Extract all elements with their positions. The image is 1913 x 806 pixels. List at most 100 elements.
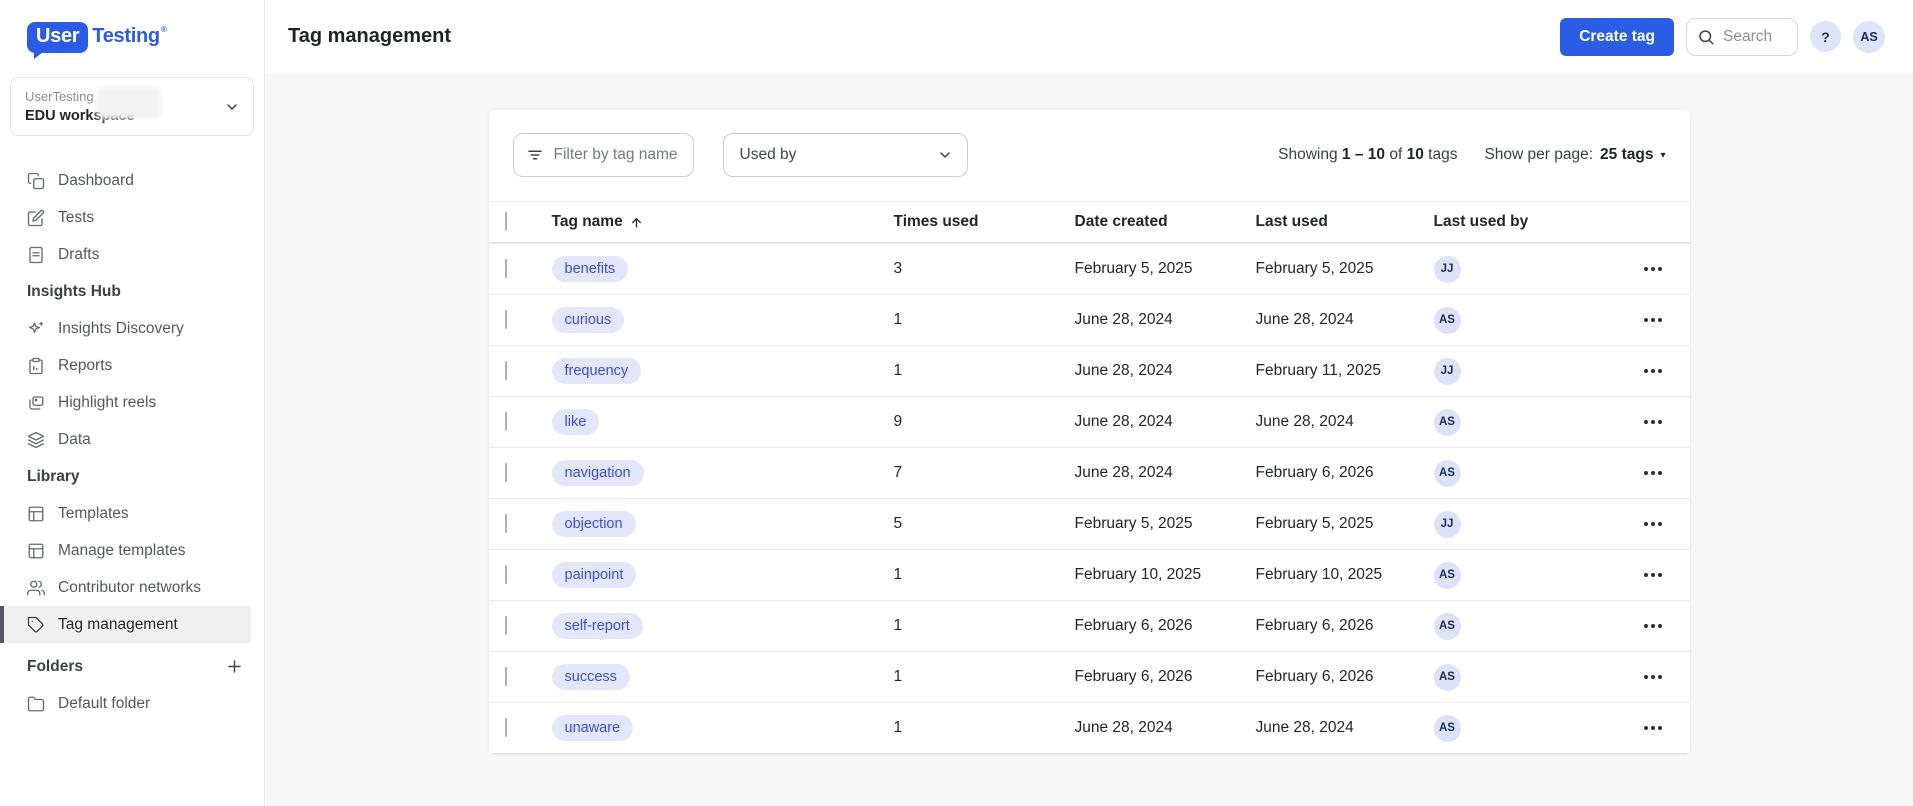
workspace-selector[interactable]: UserTesting EDU workspace: [10, 77, 254, 136]
table-row: painpoint 1 February 10, 2025 February 1…: [488, 549, 1690, 600]
row-checkbox[interactable]: [504, 259, 507, 278]
sort-ascending-icon: [630, 216, 643, 229]
tag-icon: [27, 616, 45, 634]
row-actions-menu[interactable]: [1616, 259, 1690, 279]
column-header-last-used[interactable]: Last used: [1255, 213, 1328, 230]
sidebar-item-tag-management[interactable]: Tag management: [0, 606, 251, 643]
row-checkbox[interactable]: [504, 463, 507, 482]
sidebar-item-label: Drafts: [58, 245, 100, 263]
table-row: curious 1 June 28, 2024 June 28, 2024 AS: [488, 294, 1690, 345]
tag-pill[interactable]: objection: [551, 511, 636, 537]
sidebar-item-default-folder[interactable]: Default folder: [0, 685, 264, 722]
date-created-cell: June 28, 2024: [1074, 719, 1173, 736]
sidebar-item-tests[interactable]: Tests: [0, 199, 264, 236]
last-used-cell: February 6, 2026: [1255, 617, 1374, 634]
sidebar-section-library: Library: [27, 467, 80, 485]
column-header-tag-name[interactable]: Tag name: [552, 213, 894, 231]
sidebar-item-label: Data: [58, 430, 91, 448]
row-checkbox[interactable]: [504, 718, 507, 737]
row-actions-menu[interactable]: [1616, 616, 1690, 636]
last-used-cell: February 5, 2025: [1255, 515, 1374, 532]
column-header-date-created[interactable]: Date created: [1074, 213, 1168, 230]
create-tag-button[interactable]: Create tag: [1560, 17, 1674, 56]
last-used-by-avatar: AS: [1433, 561, 1461, 589]
sidebar-nav: Dashboard Tests Drafts Insights Hub Insi…: [0, 162, 264, 722]
column-header-last-used-by[interactable]: Last used by: [1433, 213, 1529, 230]
people-icon: [27, 579, 45, 597]
user-avatar[interactable]: AS: [1853, 20, 1885, 53]
help-button[interactable]: ?: [1810, 21, 1841, 52]
row-checkbox[interactable]: [504, 514, 507, 533]
sidebar-item-templates[interactable]: Templates: [0, 495, 264, 532]
main-area: Tag management Create tag ? AS: [265, 0, 1913, 806]
table-row: self-report 1 February 6, 2026 February …: [488, 600, 1690, 651]
select-all-checkbox[interactable]: [504, 212, 507, 231]
template-icon: [27, 542, 45, 560]
layers-icon: [27, 431, 45, 449]
last-used-by-avatar: AS: [1433, 663, 1461, 691]
last-used-cell: February 6, 2026: [1255, 464, 1374, 481]
tag-pill[interactable]: frequency: [551, 358, 642, 384]
row-checkbox[interactable]: [504, 616, 507, 635]
row-actions-menu[interactable]: [1616, 718, 1690, 738]
date-created-cell: June 28, 2024: [1074, 464, 1173, 481]
date-created-cell: February 5, 2025: [1074, 260, 1193, 277]
tag-pill[interactable]: navigation: [551, 460, 644, 486]
drafts-icon: [27, 246, 45, 264]
row-checkbox[interactable]: [504, 361, 507, 380]
table-row: benefits 3 February 5, 2025 February 5, …: [488, 243, 1690, 294]
sidebar-item-label: Templates: [58, 504, 129, 522]
tag-pill[interactable]: curious: [551, 307, 625, 333]
sidebar-item-contributor-networks[interactable]: Contributor networks: [0, 569, 264, 606]
add-folder-button[interactable]: [225, 657, 244, 676]
row-checkbox[interactable]: [504, 412, 507, 431]
last-used-cell: February 6, 2026: [1255, 668, 1374, 685]
sidebar-item-data[interactable]: Data: [0, 421, 264, 458]
row-checkbox[interactable]: [504, 310, 507, 329]
workspace-org: UserTesting: [25, 89, 94, 104]
table-row: like 9 June 28, 2024 June 28, 2024 AS: [488, 396, 1690, 447]
date-created-cell: June 28, 2024: [1074, 413, 1173, 430]
tag-name-filter-input[interactable]: [553, 146, 681, 164]
sidebar-item-label: Manage templates: [58, 541, 186, 559]
tag-name-filter[interactable]: [512, 133, 694, 177]
sidebar-item-reports[interactable]: Reports: [0, 347, 264, 384]
sidebar-item-highlight-reels[interactable]: Highlight reels: [0, 384, 264, 421]
search-icon: [1697, 28, 1715, 46]
sidebar-item-dashboard[interactable]: Dashboard: [0, 162, 264, 199]
date-created-cell: June 28, 2024: [1074, 311, 1173, 328]
sidebar-item-drafts[interactable]: Drafts: [0, 236, 264, 273]
date-created-cell: February 5, 2025: [1074, 515, 1193, 532]
row-checkbox[interactable]: [504, 565, 507, 584]
sidebar-item-manage-templates[interactable]: Manage templates: [0, 532, 264, 569]
row-checkbox[interactable]: [504, 667, 507, 686]
row-actions-menu[interactable]: [1616, 412, 1690, 432]
date-created-cell: February 6, 2026: [1074, 668, 1193, 685]
row-actions-menu[interactable]: [1616, 310, 1690, 330]
last-used-cell: February 11, 2025: [1255, 362, 1382, 379]
tag-pill[interactable]: like: [551, 409, 600, 435]
tag-pill[interactable]: success: [551, 664, 630, 690]
used-by-dropdown[interactable]: Used by: [722, 133, 968, 177]
sidebar-section-insights-hub: Insights Hub: [27, 282, 121, 300]
tag-pill[interactable]: unaware: [551, 715, 634, 741]
topbar-actions: Create tag ? AS: [1560, 17, 1885, 56]
sidebar: User Testing® UserTesting EDU workspace …: [0, 0, 265, 806]
search-input[interactable]: [1723, 27, 1781, 46]
tag-pill[interactable]: painpoint: [551, 562, 637, 588]
row-actions-menu[interactable]: [1616, 514, 1690, 534]
search-box[interactable]: [1686, 17, 1798, 56]
column-header-times-used[interactable]: Times used: [893, 213, 979, 230]
row-actions-menu[interactable]: [1616, 667, 1690, 687]
tag-pill[interactable]: self-report: [551, 613, 643, 639]
row-actions-menu[interactable]: [1616, 361, 1690, 381]
times-used-cell: 1: [893, 362, 903, 379]
table-row: frequency 1 June 28, 2024 February 11, 2…: [488, 345, 1690, 396]
tag-pill[interactable]: benefits: [551, 256, 629, 282]
per-page-dropdown[interactable]: Show per page: 25 tags ▾: [1484, 146, 1666, 163]
row-actions-menu[interactable]: [1616, 565, 1690, 585]
row-actions-menu[interactable]: [1616, 463, 1690, 483]
sidebar-item-insights-discovery[interactable]: Insights Discovery: [0, 310, 264, 347]
sidebar-item-label: Dashboard: [58, 171, 134, 189]
